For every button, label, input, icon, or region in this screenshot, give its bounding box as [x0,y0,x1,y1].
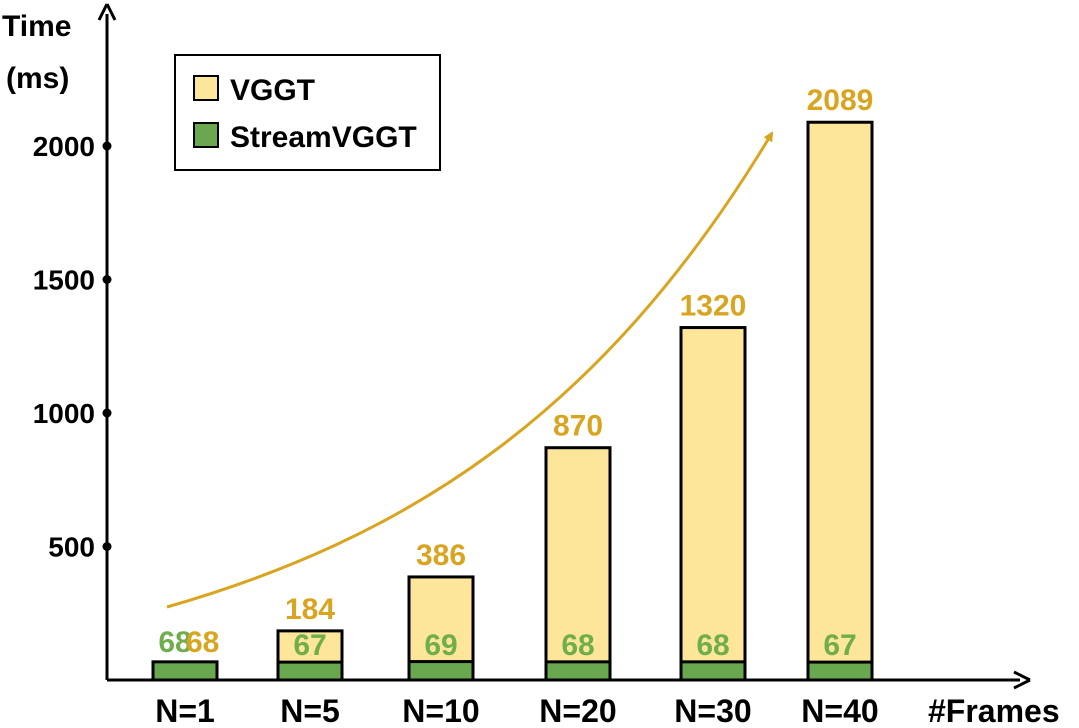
legend-label-streamvggt: StreamVGGT [230,121,417,154]
y-tick-label: 500 [48,532,95,563]
data-label-vggt: 68 [186,626,219,659]
x-axis-label: #Frames [928,693,1060,728]
data-label-vggt: 870 [553,410,603,443]
legend-frame [174,54,441,171]
data-label-streamvggt: 68 [696,629,729,662]
data-label-vggt: 386 [416,539,466,572]
bar-streamvggt [806,660,874,682]
legend-swatch-vggt [193,75,219,101]
data-label-streamvggt: 67 [293,629,326,662]
data-label-streamvggt: 68 [561,629,594,662]
x-tick-label: N=30 [674,693,751,728]
bar-vggt [544,446,612,682]
y-tick-label: 2000 [33,131,95,162]
bar-streamvggt [544,660,612,682]
data-label-vggt: 2089 [807,84,874,117]
bar-streamvggt [407,660,475,682]
x-axis-arrow-icon [1013,670,1031,690]
y-tick-mark [102,275,112,284]
y-tick-label: 1000 [33,398,95,429]
bar-streamvggt [679,660,747,682]
x-tick-label: N=40 [801,693,878,728]
trend-arrow-icon [166,131,774,609]
bar-streamvggt [151,660,219,682]
bar-vggt [806,120,874,682]
y-axis-label-line2: (ms) [6,62,69,95]
x-tick-label: N=1 [155,693,215,728]
x-tick-label: N=20 [539,693,616,728]
y-axis-label-line1: Time [2,10,71,43]
data-label-streamvggt: 67 [823,629,856,662]
legend: VGGT StreamVGGT [174,54,441,171]
y-tick-label: 1500 [33,265,95,296]
bar-streamvggt [276,660,344,682]
y-axis-arrow-icon [97,3,117,21]
y-tick-mark [102,542,112,551]
x-tick-label: N=5 [280,693,340,728]
data-label-vggt: 184 [285,593,335,626]
data-label-streamvggt: 68 [158,626,191,659]
y-tick-mark [102,141,112,151]
y-tick-mark [102,408,112,418]
legend-label-vggt: VGGT [230,74,315,107]
legend-swatch-streamvggt [193,122,219,148]
bar-vggt [679,326,747,682]
data-label-vggt: 1320 [680,290,747,323]
x-tick-label: N=10 [402,693,479,728]
data-label-streamvggt: 69 [424,629,457,662]
